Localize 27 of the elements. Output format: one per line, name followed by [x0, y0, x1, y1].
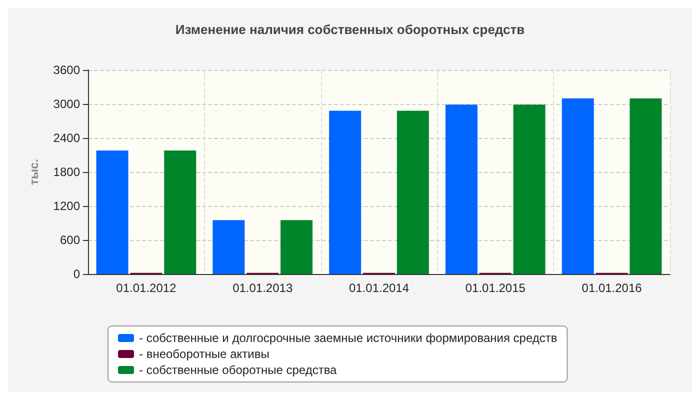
bar	[212, 220, 245, 274]
bar	[562, 98, 594, 274]
y-tick-label: 1200	[53, 199, 80, 213]
bar	[445, 104, 478, 274]
x-tick-label: 01.01.2012	[116, 281, 177, 295]
x-tick-label: 01.01.2015	[465, 281, 526, 295]
y-tick-label: 0	[73, 267, 80, 281]
y-tick-label: 3600	[53, 63, 80, 77]
bar	[96, 150, 128, 274]
legend-label: - собственные и долгосрочные заемные источники формирования средств	[139, 331, 558, 345]
bar	[280, 220, 313, 274]
y-tick-label: 1800	[53, 165, 80, 179]
bar	[164, 150, 196, 274]
y-tick-label: 3000	[53, 97, 80, 111]
bar	[513, 104, 546, 274]
bar	[396, 110, 429, 274]
y-tick-label: 600	[60, 233, 80, 247]
x-tick-label: 01.01.2013	[232, 281, 293, 295]
x-tick-label: 01.01.2016	[582, 281, 642, 295]
bar	[329, 110, 362, 274]
legend-label: - собственные оборотные средства	[139, 363, 338, 377]
legend-label: - внеоборотные активы	[139, 347, 270, 361]
bar	[630, 98, 662, 274]
chart-title: Изменение наличия собственных оборотных средств	[175, 22, 525, 37]
y-tick-label: 2400	[53, 131, 80, 145]
y-axis-title: тыс.	[27, 158, 41, 186]
x-tick-label: 01.01.2014	[348, 281, 410, 295]
